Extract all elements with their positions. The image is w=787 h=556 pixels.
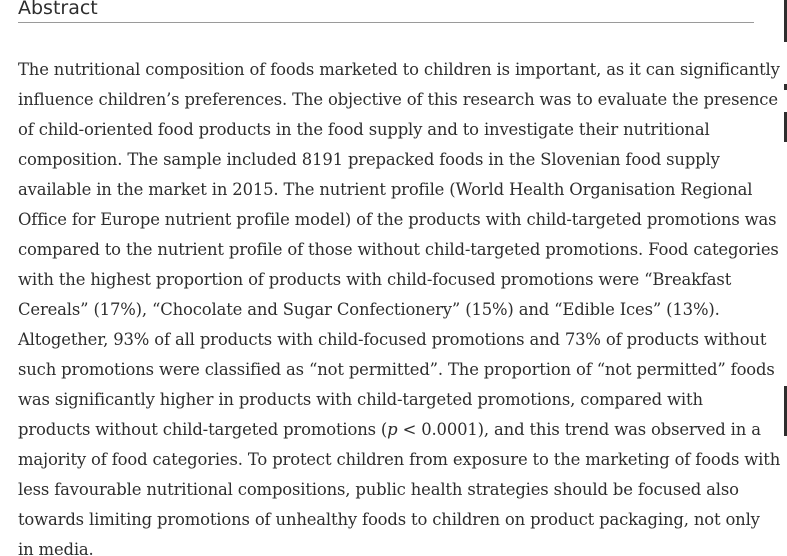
abstract-line: less favourable nutritional compositions… bbox=[18, 480, 739, 499]
rail-mark bbox=[784, 84, 787, 90]
abstract-paragraph: The nutritional composition of foods mar… bbox=[18, 55, 781, 556]
abstract-line: of child-oriented food products in the f… bbox=[18, 120, 710, 139]
rail-mark bbox=[784, 112, 787, 142]
right-scroll-rail bbox=[784, 0, 787, 556]
abstract-line: available in the market in 2015. The nut… bbox=[18, 180, 753, 199]
heading-divider bbox=[18, 22, 754, 23]
abstract-line: Office for Europe nutrient profile model… bbox=[18, 210, 777, 229]
abstract-line: composition. The sample included 8191 pr… bbox=[18, 150, 720, 169]
abstract-line: The nutritional composition of foods mar… bbox=[18, 60, 780, 79]
pvalue-text-before: products without child-targeted promotio… bbox=[18, 420, 388, 439]
p-symbol: p bbox=[387, 420, 398, 439]
abstract-line: was significantly higher in products wit… bbox=[18, 390, 703, 409]
abstract-line: in media. bbox=[18, 540, 94, 556]
abstract-line: with the highest proportion of products … bbox=[18, 270, 732, 289]
abstract-line: Altogether, 93% of all products with chi… bbox=[18, 330, 767, 349]
pvalue-text-after: < 0.0001), and this trend was observed i… bbox=[397, 420, 761, 439]
abstract-line-pvalue: products without child-targeted promotio… bbox=[18, 415, 761, 445]
abstract-line: influence children’s preferences. The ob… bbox=[18, 90, 778, 109]
abstract-line: Cereals” (17%), “Chocolate and Sugar Con… bbox=[18, 300, 720, 319]
rail-mark bbox=[784, 386, 787, 436]
abstract-line: compared to the nutrient profile of thos… bbox=[18, 240, 779, 259]
rail-mark bbox=[784, 0, 787, 42]
abstract-line: such promotions were classified as “not … bbox=[18, 360, 775, 379]
abstract-line: towards limiting promotions of unhealthy… bbox=[18, 510, 760, 529]
abstract-heading: Abstract bbox=[18, 0, 98, 19]
abstract-line: majority of food categories. To protect … bbox=[18, 450, 781, 469]
